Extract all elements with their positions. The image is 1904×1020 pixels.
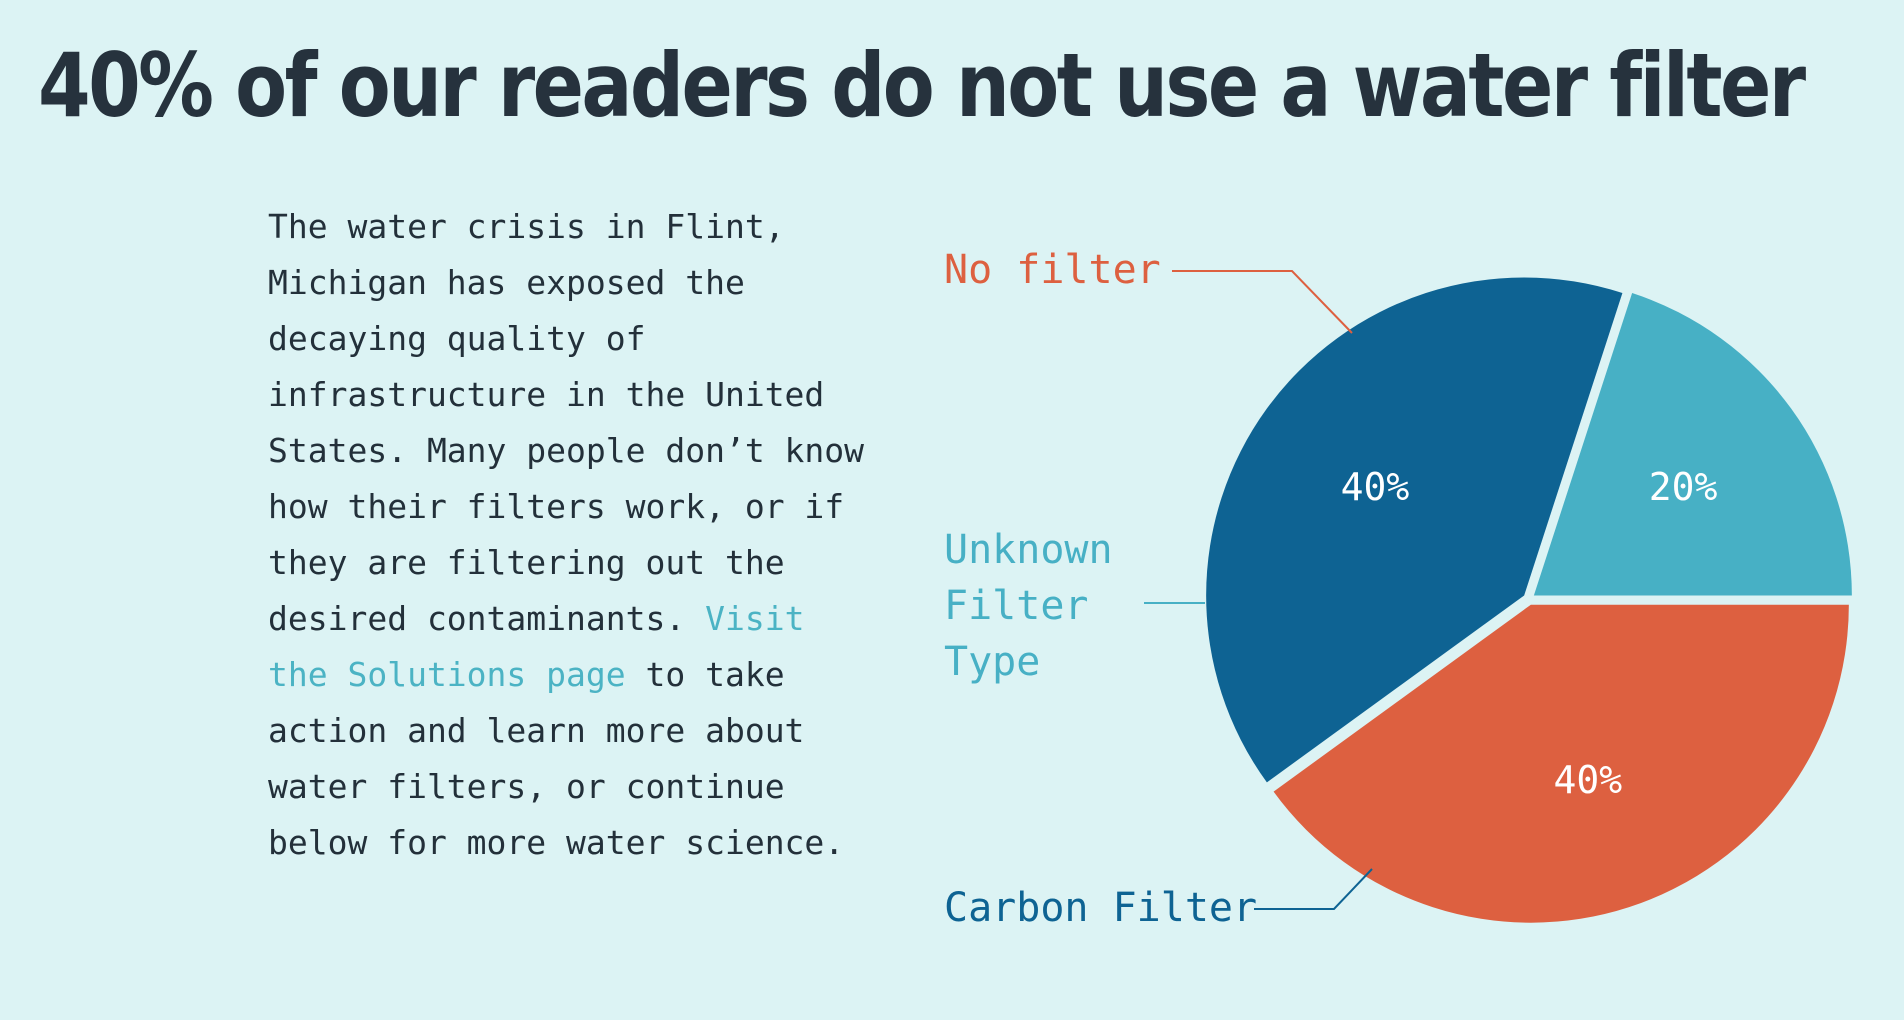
- pie-slice-carbon-filter: [1206, 277, 1623, 783]
- callout-label-line: Carbon Filter: [944, 885, 1257, 931]
- pie-slice-no-filter: [1273, 604, 1849, 923]
- leader-line-no-filter: [1172, 270, 1353, 334]
- article-paragraph: The water crisis in Flint, Michigan has …: [268, 199, 878, 871]
- slice-value-label-carbon-filter: 40%: [1341, 465, 1410, 509]
- article-text-before-link: The water crisis in Flint, Michigan has …: [268, 207, 865, 638]
- page-title: 40% of our readers do not use a water fi…: [38, 34, 1806, 137]
- solutions-page-link[interactable]: Visit the Solutions page: [268, 599, 805, 694]
- callout-leaders: [1144, 270, 1373, 910]
- article-text-after-link: to take action and learn more about wate…: [268, 655, 845, 862]
- callout-label-line: Unknown: [944, 527, 1113, 573]
- callout-label-line: Filter: [944, 583, 1089, 629]
- pie-slice-unknown-filter-type: [1533, 293, 1852, 596]
- callout-label-carbon-filter: Carbon Filter: [944, 885, 1257, 931]
- pie-slices: [1206, 277, 1852, 923]
- callout-label-line: Type: [944, 639, 1040, 685]
- callout-label-line: No filter: [944, 247, 1161, 293]
- slice-callout-labels: No filter Carbon Filter Unknown Filter Type: [944, 247, 1257, 931]
- slice-value-labels: 40% 40% 20%: [1341, 465, 1718, 802]
- callout-label-no-filter: No filter: [944, 247, 1161, 293]
- slice-value-label-unknown-filter-type: 20%: [1649, 465, 1718, 509]
- leader-line-carbon-filter: [1254, 868, 1373, 910]
- callout-label-unknown-filter-type: Unknown Filter Type: [944, 527, 1113, 685]
- slice-value-label-no-filter: 40%: [1554, 758, 1623, 802]
